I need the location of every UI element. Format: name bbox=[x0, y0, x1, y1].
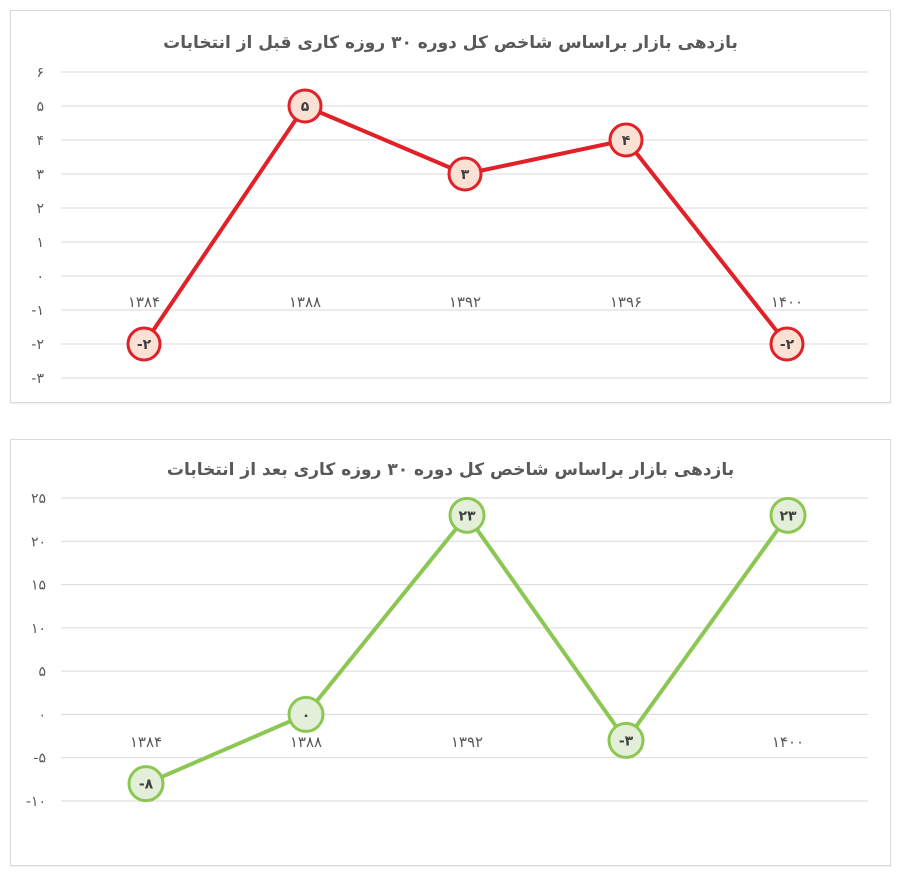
y-tick-label: ۲۵ bbox=[31, 491, 46, 507]
x-tick-label: ۱۳۹۲ bbox=[449, 293, 481, 311]
chart-before-elections: بازدهی بازار براساس شاخص کل دوره ۳۰ روزه… bbox=[10, 10, 891, 403]
data-label: -۳ bbox=[619, 733, 634, 749]
x-tick-label: ۱۳۸۴ bbox=[130, 733, 162, 751]
data-point-marker bbox=[769, 326, 805, 362]
x-tick-label: ۱۳۸۸ bbox=[290, 733, 322, 751]
gridlines bbox=[61, 497, 868, 802]
data-point-marker bbox=[127, 765, 165, 803]
y-tick-label: ۰ bbox=[38, 707, 46, 723]
data-markers: -۸ ۰ ۲۳ -۳ ۲۳ bbox=[127, 496, 807, 803]
x-axis: ۱۳۸۴ ۱۳۸۸ ۱۳۹۲ ۱۳۹۶ ۱۴۰۰ bbox=[128, 293, 803, 311]
data-label: ۴ bbox=[622, 133, 631, 149]
data-label: -۲ bbox=[780, 337, 795, 353]
y-axis: ۶ ۵ ۴ ۳ ۲ ۱ ۰ -۱ -۲ -۳ bbox=[31, 65, 44, 387]
data-point-marker bbox=[607, 721, 645, 759]
data-label: ۰ bbox=[302, 707, 311, 723]
x-tick-label: ۱۳۸۸ bbox=[289, 293, 321, 311]
data-markers: -۲ ۵ ۳ ۴ -۲ bbox=[126, 88, 805, 362]
y-axis: ۲۵ ۲۰ ۱۵ ۱۰ ۵ ۰ -۵ -۱۰ bbox=[26, 491, 46, 810]
y-tick-label: ۱ bbox=[36, 235, 44, 251]
data-point-marker bbox=[447, 156, 483, 192]
data-point-marker bbox=[769, 496, 807, 534]
x-tick-label: ۱۴۰۰ bbox=[771, 293, 803, 311]
x-tick-label: ۱۳۸۴ bbox=[128, 293, 160, 311]
y-tick-label: -۱ bbox=[31, 303, 44, 319]
y-tick-label: ۴ bbox=[36, 133, 44, 149]
plot-area: ۶ ۵ ۴ ۳ ۲ ۱ ۰ -۱ -۲ -۳ ۱۳۸۴ ۱۳۸۸ ۱۳۹۲ ۱۳۹۶ ۱۴۰۰ -۲ ۵ ۳ ۴… bbox=[31, 65, 868, 387]
y-tick-label: ۲ bbox=[36, 201, 44, 217]
y-tick-label: ۲۰ bbox=[31, 534, 46, 550]
y-tick-label: ۱۰ bbox=[31, 621, 46, 637]
chart-title: بازدهی بازار براساس شاخص کل دوره ۳۰ روزه… bbox=[166, 460, 735, 480]
data-label: ۲۳ bbox=[458, 508, 476, 524]
x-tick-label: ۱۴۰۰ bbox=[772, 733, 804, 751]
y-tick-label: -۲ bbox=[31, 337, 44, 353]
data-label: -۸ bbox=[139, 777, 154, 793]
y-tick-label: -۳ bbox=[31, 371, 44, 387]
data-point-marker bbox=[287, 695, 325, 733]
data-label: ۲۳ bbox=[779, 508, 797, 524]
data-label: ۵ bbox=[301, 99, 310, 115]
x-tick-label: ۱۳۹۲ bbox=[451, 733, 483, 751]
data-label: -۲ bbox=[137, 337, 152, 353]
y-tick-label: ۱۵ bbox=[31, 578, 46, 594]
data-point-marker bbox=[448, 496, 486, 534]
y-tick-label: -۵ bbox=[33, 751, 46, 767]
data-point-marker bbox=[126, 326, 162, 362]
gridlines bbox=[61, 71, 868, 379]
y-tick-label: ۵ bbox=[36, 99, 44, 115]
chart-title: بازدهی بازار براساس شاخص کل دوره ۳۰ روزه… bbox=[163, 33, 738, 53]
y-tick-label: ۵ bbox=[38, 664, 46, 680]
x-tick-label: ۱۳۹۶ bbox=[610, 293, 642, 311]
y-tick-label: ۰ bbox=[36, 269, 44, 285]
y-tick-label: ۳ bbox=[36, 167, 44, 183]
data-point-marker bbox=[608, 122, 644, 158]
chart-after-elections: بازدهی بازار براساس شاخص کل دوره ۳۰ روزه… bbox=[10, 439, 891, 866]
y-tick-label: -۱۰ bbox=[26, 794, 46, 810]
y-tick-label: ۶ bbox=[36, 65, 44, 81]
data-point-marker bbox=[287, 88, 323, 124]
data-label: ۳ bbox=[461, 167, 470, 183]
